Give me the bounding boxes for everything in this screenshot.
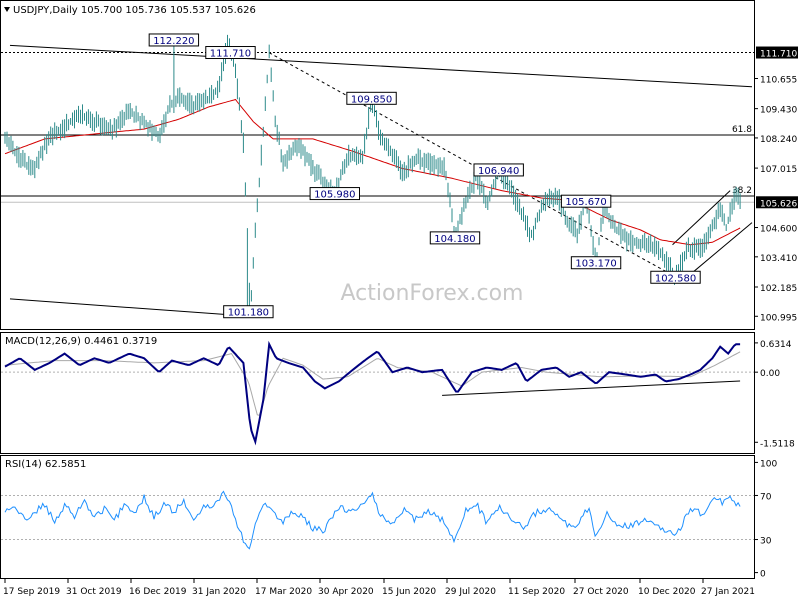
price-tick-label: 110.655 [760,75,797,85]
watermark: ActionForex.com [341,281,524,306]
x-tick-label: 10 Dec 2020 [638,587,696,597]
x-tick-label: 11 Sep 2020 [508,587,565,597]
trend-line [268,52,676,278]
x-tick-label: 30 Apr 2020 [318,587,374,597]
macd-pane [0,332,755,454]
fib-level-label: 61.8 [732,125,752,135]
x-tick-label: 17 Mar 2020 [255,587,312,597]
price-annotation: 109.850 [351,94,392,105]
x-tick-label: 27 Oct 2020 [573,587,629,597]
trend-line [672,190,731,246]
x-tick-label: 31 Jan 2020 [192,587,246,597]
rsi-tick-label: 70 [760,492,772,502]
price-header: USDJPY,Daily 105.700 105.736 105.537 105… [13,5,256,16]
price-tick-label: 102.185 [760,284,797,294]
macd-trend-line [442,380,741,396]
price-tick-label: 108.240 [760,135,797,145]
macd-tick-label: 0.00 [760,369,780,379]
price-annotation-box [473,163,524,177]
moving-average-line [4,98,741,246]
ohlc-bars [4,34,741,312]
x-tick-label: 29 Jul 2020 [445,587,496,597]
x-tick-label: 27 Jan 2021 [701,587,755,597]
price-tick-label: 103.410 [760,254,797,264]
price-annotation: 112.220 [153,36,194,47]
rsi-header: RSI(14) 62.5851 [5,459,86,470]
fib-level-label: 38.2 [732,186,752,196]
price-annotation: 106.940 [478,166,519,177]
rsi-tick-label: 30 [760,537,772,547]
price-annotation-box [570,256,622,270]
price-annotation: 101.180 [228,308,269,319]
trend-line [9,298,249,317]
price-annotation: 105.980 [314,190,355,201]
price-axis-tag-label: 105.626 [760,199,797,209]
price-tick-label: 100.995 [760,313,797,323]
rsi-line [4,490,741,550]
price-annotation-box [650,270,701,284]
price-annotation: 102.580 [655,273,696,284]
price-tick-label: 104.600 [760,225,797,235]
macd-header: MACD(12,26,9) 0.4461 0.3719 [5,336,157,347]
price-annotation-box [205,46,256,60]
symbol-triangle-icon [4,7,10,12]
price-annotation-box [148,33,200,47]
price-axis-tag-label: 111.710 [760,50,797,60]
price-tick-label: 107.015 [760,165,797,175]
price-annotation: 104.180 [434,234,475,245]
price-pane [0,0,755,330]
x-tick-label: 31 Oct 2019 [66,587,122,597]
price-annotation: 103.170 [575,259,616,270]
price-annotation-box [429,231,481,245]
price-annotation-box [560,194,612,208]
price-annotation-box [346,91,397,105]
trend-line [690,222,753,275]
trend-line [9,44,753,88]
price-annotation-box [309,187,360,201]
x-tick-label: 17 Sep 2019 [3,587,60,597]
macd-signal-line [4,351,741,416]
price-tick-label: 109.430 [760,106,797,116]
level-price-tag [756,46,798,59]
x-tick-label: 15 Jun 2020 [382,587,436,597]
rsi-tick-label: 0 [760,570,766,580]
macd-tick-label: -1.5118 [760,439,795,449]
macd-tick-label: 0.6314 [760,340,792,350]
x-tick-label: 16 Dec 2019 [129,587,187,597]
price-annotation: 111.710 [210,49,251,60]
price-annotation-box [223,305,274,319]
rsi-pane [0,455,755,579]
current-price-tag [756,196,798,209]
macd-line [4,340,741,446]
rsi-tick-label: 100 [760,459,777,469]
price-annotation: 105.670 [565,197,606,208]
